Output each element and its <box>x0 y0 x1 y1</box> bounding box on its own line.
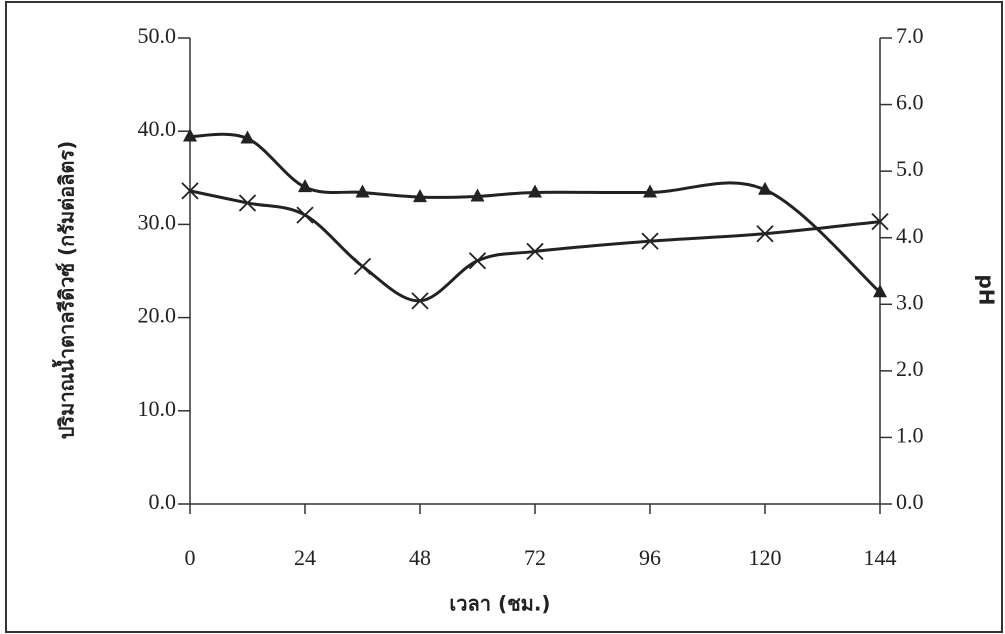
cross-marker <box>526 242 544 261</box>
y-axis-title: ปริมาณน้ำตาลรีดิวซ์ (กรัมต่อลิตร) <box>52 141 79 440</box>
y-tick-label: 0.0 <box>149 489 177 514</box>
series-line <box>189 189 881 303</box>
cross-stroke <box>526 242 544 261</box>
x-tick-label: 0 <box>185 545 196 570</box>
y-tick-label: 30.0 <box>138 209 177 234</box>
x-tick-label: 48 <box>409 545 431 570</box>
x-tick-label: 120 <box>749 545 782 570</box>
y2-tick-label: 2.0 <box>896 356 924 381</box>
y2-tick-label: 0.0 <box>896 489 924 514</box>
x-tick-label: 24 <box>294 545 316 570</box>
cross-stroke <box>871 212 889 231</box>
cross-marker <box>871 212 889 231</box>
y2-tick-label: 3.0 <box>896 289 924 314</box>
y-tick-label: 10.0 <box>138 396 177 421</box>
cross-marker <box>468 252 487 270</box>
y-tick-label: 50.0 <box>138 23 177 48</box>
x-tick-label: 72 <box>524 545 546 570</box>
y2-tick-label: 5.0 <box>896 156 924 181</box>
cross-stroke <box>468 252 487 270</box>
cross-marker <box>756 225 774 243</box>
triangle-marker <box>413 189 427 203</box>
cross-stroke <box>641 232 659 250</box>
y-tick-label: 20.0 <box>138 303 177 328</box>
cross-marker <box>296 206 314 224</box>
triangle-marker <box>758 181 772 195</box>
series-line <box>189 132 881 294</box>
x-tick-label: 96 <box>639 545 661 570</box>
cross-stroke <box>353 257 372 275</box>
triangle-marker <box>873 284 887 298</box>
cross-stroke <box>296 206 314 224</box>
cross-marker <box>641 232 659 250</box>
y2-tick-label: 7.0 <box>896 23 924 48</box>
cross-marker <box>353 257 372 275</box>
cross-marker <box>181 182 199 200</box>
cross-stroke <box>181 182 199 200</box>
triangle-marker <box>528 184 542 198</box>
y2-axis-title: pH <box>975 274 999 305</box>
y2-tick-label: 4.0 <box>896 223 924 248</box>
triangle-marker <box>240 130 255 144</box>
triangle-marker <box>643 184 657 198</box>
y2-tick-label: 1.0 <box>896 422 924 447</box>
cross-stroke <box>238 194 257 212</box>
y2-tick-label: 6.0 <box>896 90 924 115</box>
cross-stroke <box>411 292 429 310</box>
y-tick-label: 40.0 <box>138 116 177 141</box>
x-tick-label: 144 <box>864 545 897 570</box>
x-axis-title: เวลา (ชม.) <box>449 592 550 616</box>
frame <box>5 1 1003 633</box>
cross-marker <box>238 194 257 212</box>
triangle-marker <box>470 188 485 202</box>
cross-marker <box>411 292 429 310</box>
triangle-marker <box>183 128 197 142</box>
triangle-marker <box>298 179 312 193</box>
cross-stroke <box>756 225 774 243</box>
triangle-marker <box>355 184 370 198</box>
